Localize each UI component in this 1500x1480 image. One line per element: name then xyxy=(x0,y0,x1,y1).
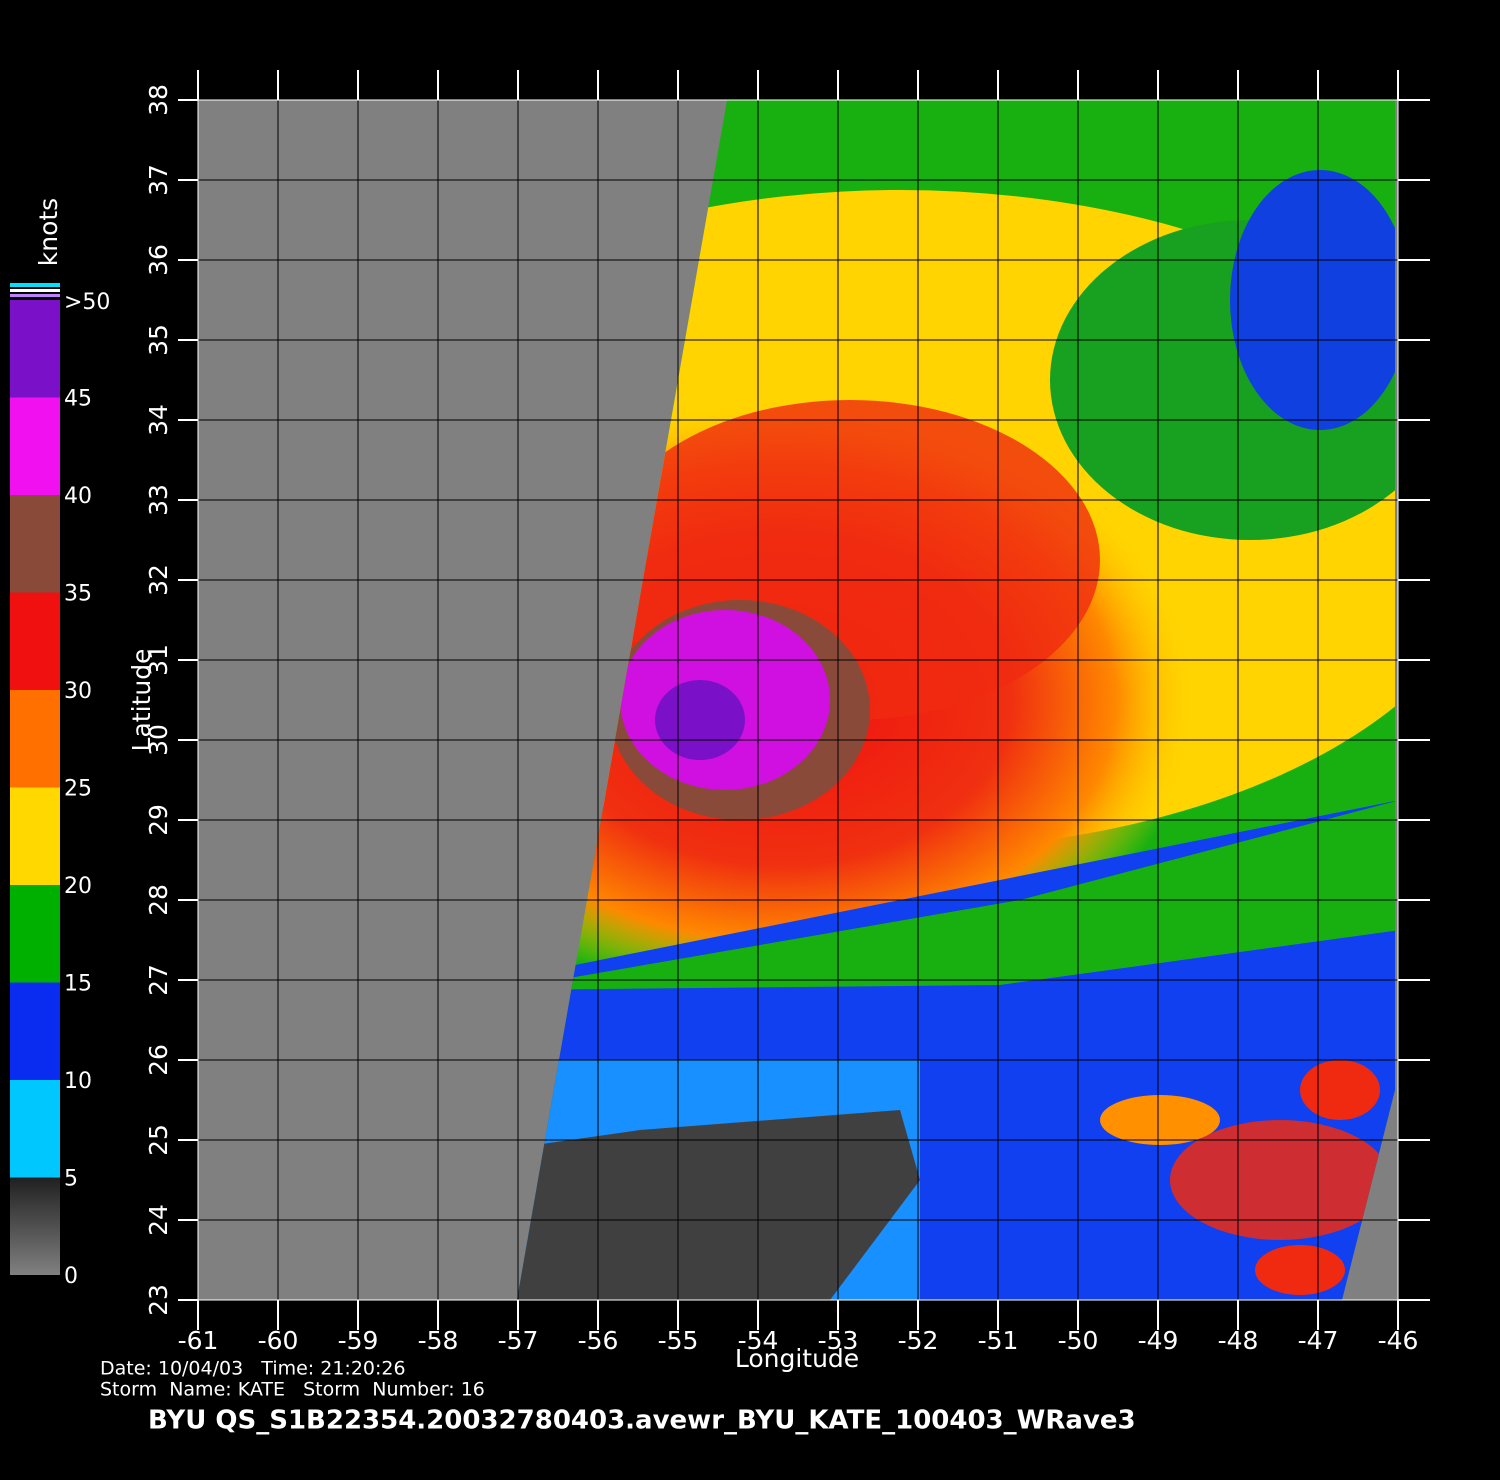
y-tick-label: 37 xyxy=(144,164,173,196)
x-tick-label: -56 xyxy=(578,1326,619,1355)
x-tick-label: -50 xyxy=(1058,1326,1099,1355)
y-tick-label: 38 xyxy=(144,84,173,116)
colorbar-band xyxy=(10,495,60,593)
x-tick-label: -53 xyxy=(818,1326,859,1355)
x-tick-label: -55 xyxy=(658,1326,699,1355)
wind-swath xyxy=(517,100,1395,1300)
x-tick-label: -58 xyxy=(418,1326,459,1355)
colorbar-cap xyxy=(10,283,60,287)
colorbar-tick-label: 15 xyxy=(64,972,92,997)
colorbar-cap xyxy=(10,294,60,297)
colorbar-cap xyxy=(10,289,60,292)
y-tick-label: 34 xyxy=(144,404,173,436)
grid xyxy=(197,99,1399,1301)
x-tick-label: -51 xyxy=(978,1326,1019,1355)
figure-title: BYU QS_S1B22354.20032780403.avewr_BYU_KA… xyxy=(148,1406,1136,1436)
colorbar-tick-label: 40 xyxy=(64,484,92,509)
colorbar-tick-label: 35 xyxy=(64,582,92,607)
colorbar-band xyxy=(10,397,60,495)
colorbar-tick-label: 20 xyxy=(64,874,92,899)
colorbar-band xyxy=(10,592,60,690)
colorbar-tick-label: 0 xyxy=(64,1264,78,1289)
y-tick-label: 27 xyxy=(144,964,173,996)
y-tick-label: 32 xyxy=(144,564,173,596)
y-tick-label: 29 xyxy=(144,804,173,836)
y-tick-label: 36 xyxy=(144,244,173,276)
y-tick-label: 23 xyxy=(144,1284,173,1316)
y-tick-label: 35 xyxy=(144,324,173,356)
y-tick-label: 30 xyxy=(144,724,173,756)
y-axis-label: Latitude xyxy=(127,649,156,752)
y-tick-label: 26 xyxy=(144,1044,173,1076)
x-axis-label: Longitude xyxy=(735,1344,859,1373)
colorbar-tick-label: >50 xyxy=(64,290,110,315)
x-tick-label: -57 xyxy=(498,1326,539,1355)
y-tick-label: 33 xyxy=(144,484,173,516)
y-tick-label: 25 xyxy=(144,1124,173,1156)
x-tick-label: -52 xyxy=(898,1326,939,1355)
y-tick-label: 28 xyxy=(144,884,173,916)
date-line: Date: 10/04/03 Time: 21:20:26 xyxy=(100,1358,406,1380)
colorbar-band xyxy=(10,787,60,885)
x-tick-label: -60 xyxy=(258,1326,299,1355)
colorbar-label: knots xyxy=(34,198,63,266)
y-tick-label: 24 xyxy=(144,1204,173,1236)
colorbar-band xyxy=(10,982,60,1080)
x-tick-label: -46 xyxy=(1378,1326,1419,1355)
colorbar-tick-label: 5 xyxy=(64,1167,78,1192)
x-tick-label: -49 xyxy=(1138,1326,1179,1355)
colorbar-band xyxy=(10,300,60,398)
colorbar-tick-label: 45 xyxy=(64,387,92,412)
x-tick-label: -48 xyxy=(1218,1326,1259,1355)
colorbar-band xyxy=(10,690,60,788)
colorbar-band xyxy=(10,1080,60,1178)
plot-frame xyxy=(197,99,1399,1301)
storm-line: Storm Name: KATE Storm Number: 16 xyxy=(100,1379,485,1401)
x-tick-label: -47 xyxy=(1298,1326,1339,1355)
colorbar-tick-label: 25 xyxy=(64,777,92,802)
x-tick-label: -54 xyxy=(738,1326,779,1355)
colorbar-tick-label: 10 xyxy=(64,1069,92,1094)
x-tick-label: -61 xyxy=(178,1326,219,1355)
colorbar-band xyxy=(10,1177,60,1275)
y-tick-label: 31 xyxy=(144,644,173,676)
x-tick-label: -59 xyxy=(338,1326,379,1355)
colorbar-band xyxy=(10,885,60,983)
colorbar-tick-label: 30 xyxy=(64,679,92,704)
